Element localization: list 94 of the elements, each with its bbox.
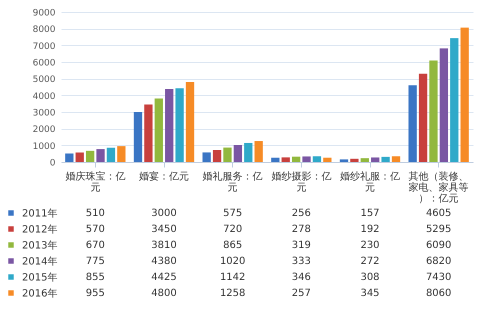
data-label: 230	[360, 240, 380, 251]
data-label: 570	[86, 224, 105, 235]
x-tick-label: 婚礼服务：亿元	[202, 170, 263, 194]
bar	[381, 156, 390, 162]
data-label: 775	[86, 256, 105, 267]
bar	[271, 158, 280, 162]
data-label: 345	[360, 288, 380, 299]
data-label: 575	[223, 208, 242, 219]
bar	[340, 159, 348, 162]
bar	[392, 156, 400, 162]
data-label: 670	[86, 240, 105, 251]
data-label: 7430	[426, 272, 452, 283]
bar	[186, 82, 194, 162]
x-tick-label: 婚纱礼服：亿元	[340, 170, 400, 194]
data-label: 1020	[220, 256, 246, 267]
bar	[312, 156, 322, 162]
legend-label: 2013年	[22, 240, 58, 252]
data-label: 1142	[220, 272, 246, 283]
bar	[408, 85, 417, 162]
data-label: 308	[360, 272, 380, 283]
bar	[234, 145, 242, 162]
data-label: 3810	[151, 240, 177, 251]
y-tick-label: 2000	[32, 125, 56, 136]
y-tick-label: 3000	[32, 108, 56, 118]
legend-label: 2014年	[22, 256, 58, 268]
bar	[96, 149, 105, 162]
bar	[429, 60, 438, 162]
bar	[223, 148, 232, 162]
legend-label: 2011年	[22, 208, 58, 220]
data-label: 510	[86, 208, 105, 219]
data-label: 855	[86, 272, 105, 283]
bar	[76, 152, 84, 162]
bar	[450, 38, 458, 162]
y-tick-label: 0	[50, 158, 56, 168]
y-tick-label: 7000	[32, 42, 56, 52]
data-label: 192	[360, 224, 380, 235]
data-label: 333	[292, 256, 311, 267]
data-label: 3450	[151, 224, 177, 235]
y-tick-label: 6000	[32, 58, 56, 68]
bar	[440, 48, 448, 162]
legend-label: 2012年	[22, 224, 58, 236]
data-label: 346	[292, 272, 311, 283]
bar	[165, 89, 174, 162]
data-label: 4380	[151, 256, 177, 267]
bar	[86, 150, 94, 162]
bar	[134, 112, 142, 162]
bar	[418, 74, 428, 162]
data-label: 5295	[426, 224, 452, 235]
data-label: 720	[223, 224, 242, 235]
data-label: 4425	[151, 272, 177, 283]
data-label: 8060	[426, 288, 452, 299]
bar	[292, 156, 300, 162]
legend-label: 2016年	[22, 288, 58, 300]
data-label: 865	[223, 240, 242, 251]
x-tick-label: 婚宴：亿元	[139, 170, 189, 182]
x-tick-label: 婚庆珠宝：亿元	[65, 170, 126, 194]
y-tick-label: 1000	[32, 142, 56, 152]
bar	[154, 98, 163, 162]
y-tick-label: 9000	[32, 8, 56, 18]
data-label: 278	[292, 224, 311, 235]
bar	[212, 150, 222, 162]
x-tick-label: 其他（装修、家电、家具等）：亿元	[408, 170, 469, 204]
bar	[302, 156, 311, 162]
x-tick-label: 婚纱摄影：亿元	[271, 170, 332, 194]
data-label: 4605	[426, 208, 452, 219]
data-label: 1258	[220, 288, 246, 299]
bar	[117, 146, 126, 162]
bar	[106, 148, 116, 162]
data-label: 955	[86, 288, 105, 299]
bar	[254, 141, 263, 162]
y-tick-label: 4000	[32, 92, 56, 102]
data-label: 4800	[151, 288, 177, 299]
data-label: 272	[360, 256, 380, 267]
data-label: 319	[292, 240, 311, 251]
bar	[144, 104, 153, 162]
data-label: 257	[292, 288, 311, 299]
bar	[202, 152, 211, 162]
data-label: 157	[360, 208, 380, 219]
y-tick-label: 5000	[32, 75, 56, 86]
bar	[371, 157, 380, 162]
bar	[65, 154, 74, 162]
data-label: 6820	[426, 256, 452, 267]
bar	[175, 88, 184, 162]
data-label: 256	[292, 208, 311, 219]
y-tick-label: 8000	[32, 25, 56, 36]
data-label: 3000	[151, 208, 177, 219]
bar	[323, 158, 332, 162]
bar	[360, 158, 369, 162]
bar	[350, 158, 359, 162]
bar	[460, 28, 469, 162]
bar	[282, 157, 290, 162]
data-label: 6090	[426, 240, 452, 251]
legend-label: 2015年	[22, 272, 58, 284]
bar	[244, 142, 252, 162]
